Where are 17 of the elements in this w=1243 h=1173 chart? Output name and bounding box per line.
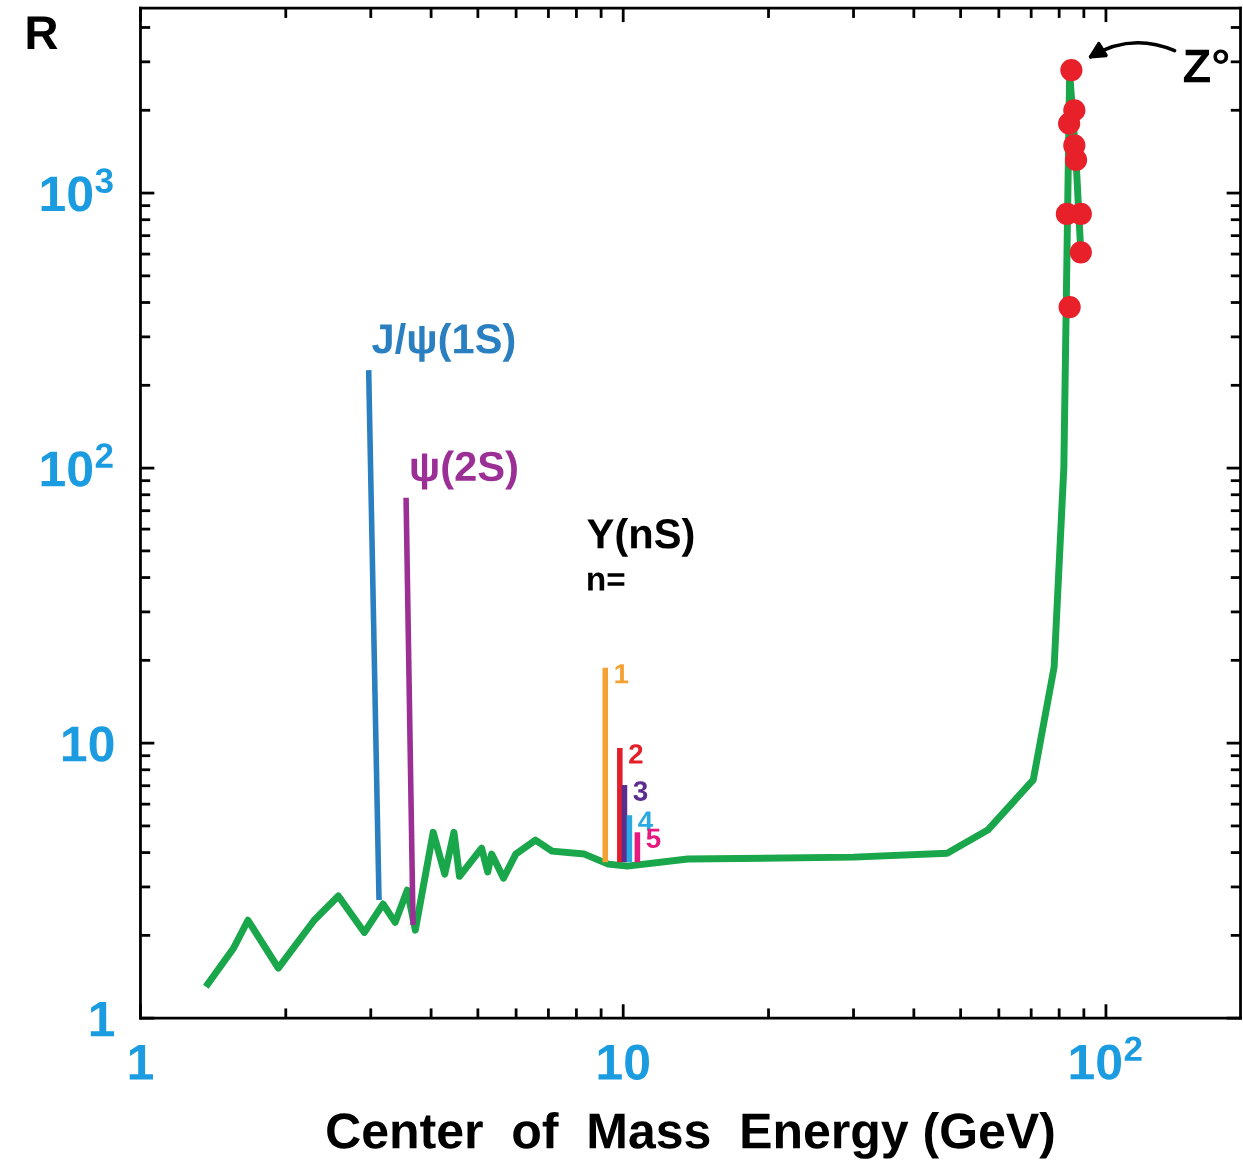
series-label: 1 [615, 664, 629, 684]
series-label: 3 [633, 781, 648, 801]
annotation: Z° [1183, 49, 1229, 83]
x-tick-label: 10 [598, 1044, 649, 1080]
annotation: n= [588, 572, 625, 591]
series-label: ψ(2S) [411, 450, 517, 490]
x-tick-label: 1 [129, 1045, 153, 1080]
series-label: J/ψ(1S) [372, 323, 515, 362]
y-tick-label: 10$^{2}$ [41, 443, 113, 487]
y-tick-label: 10 [63, 726, 114, 762]
x-tick-label: 10$^{2}$ [1070, 1036, 1142, 1080]
series-label: 2 [629, 744, 643, 764]
y-tick-label: 10$^{3}$ [41, 168, 113, 212]
y-axis-title: R [27, 16, 58, 49]
x-axis-title: Center of Mass Energy (GeV) [327, 1112, 1054, 1159]
y-tick-label: 1 [90, 1001, 115, 1037]
annotation: Υ(nS) [587, 518, 694, 557]
